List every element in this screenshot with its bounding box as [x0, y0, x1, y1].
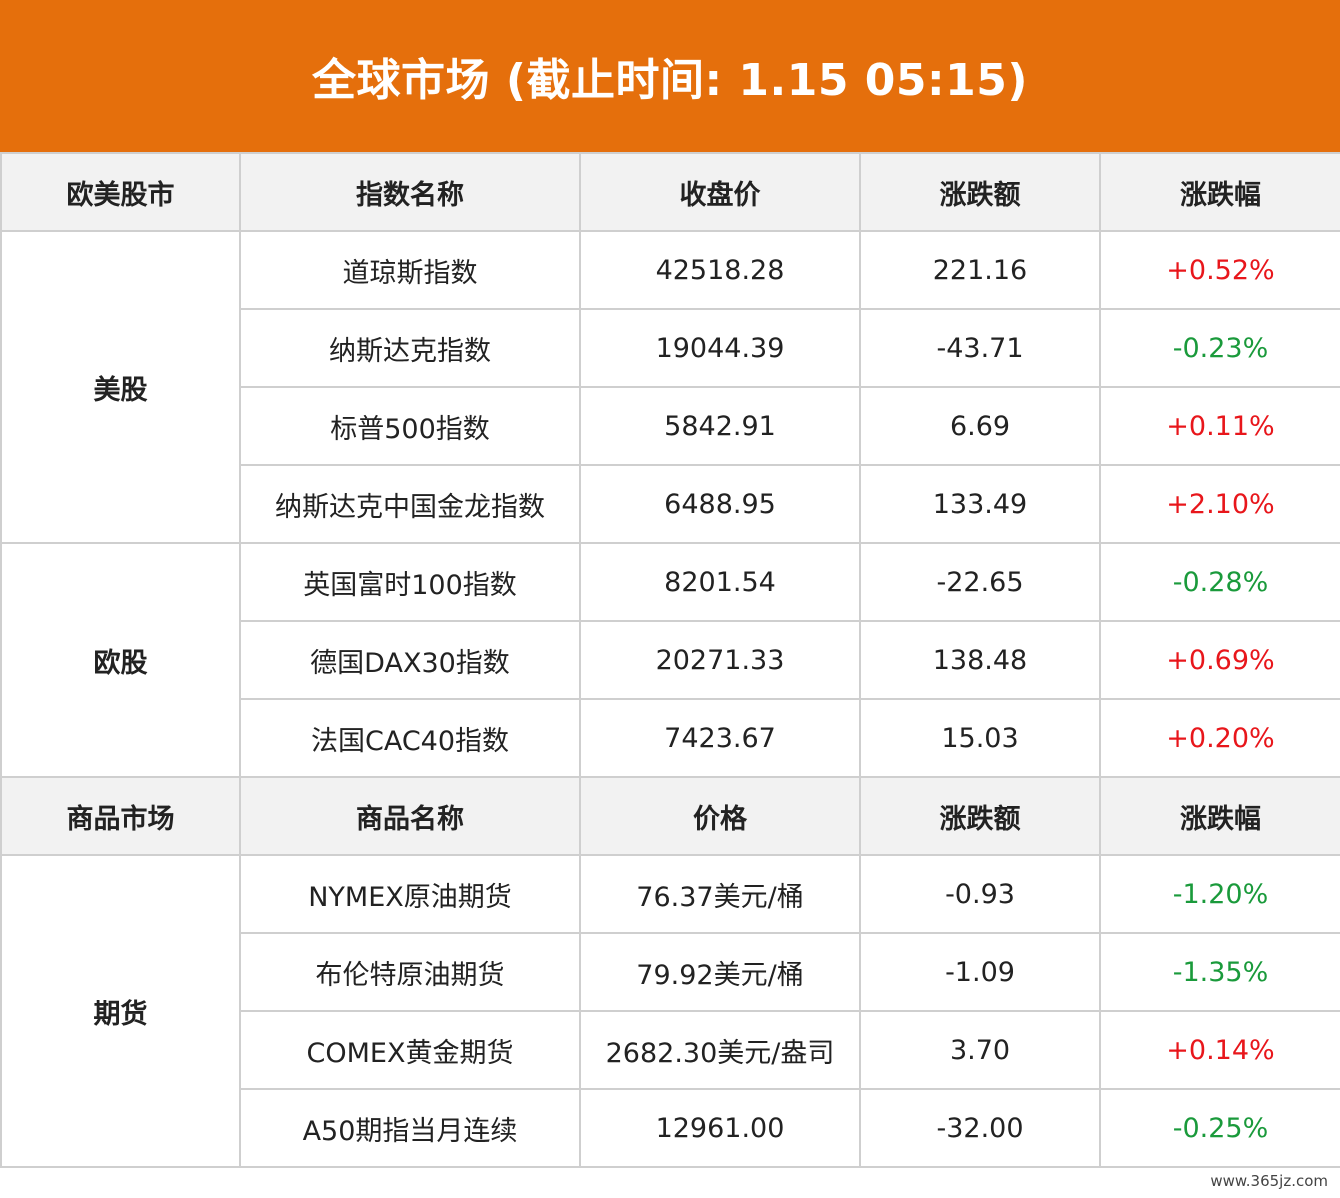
group-label: 欧股: [0, 542, 241, 778]
change-cell: -1.09: [859, 932, 1101, 1012]
percent-cell: -1.20%: [1099, 854, 1340, 934]
item-name-cell: 纳斯达克指数: [239, 308, 581, 388]
price-cell: 76.37美元/桶: [579, 854, 861, 934]
item-name-cell: 纳斯达克中国金龙指数: [239, 464, 581, 544]
percent-cell: -0.25%: [1099, 1088, 1340, 1168]
change-cell: -0.93: [859, 854, 1101, 934]
table-row: COMEX黄金期货 2682.30美元/盎司 3.70 +0.14%: [1, 1010, 1340, 1090]
column-header: 欧美股市: [0, 152, 241, 232]
table-row: 德国DAX30指数 20271.33 138.48 +0.69%: [1, 620, 1340, 700]
price-cell: 20271.33: [579, 620, 861, 700]
percent-cell: -1.35%: [1099, 932, 1340, 1012]
table-row: 期货 NYMEX原油期货 76.37美元/桶 -0.93 -1.20%: [0, 854, 1340, 1168]
price-cell: 8201.54: [579, 542, 861, 622]
commodity-header-row: 商品市场 商品名称 价格 涨跌额 涨跌幅: [0, 776, 1340, 856]
title-bar: 全球市场 (截止时间: 1.15 05:15): [0, 0, 1340, 152]
item-name-cell: NYMEX原油期货: [239, 854, 581, 934]
price-cell: 2682.30美元/盎司: [579, 1010, 861, 1090]
change-cell: -43.71: [859, 308, 1101, 388]
market-table: 欧美股市 指数名称 收盘价 涨跌额 涨跌幅 美股 道琼斯指数 42518.28 221.16 +0…: [0, 152, 1340, 1168]
column-header: 涨跌额: [859, 776, 1101, 856]
column-header: 指数名称: [239, 152, 581, 232]
watermark: www.365jz.com: [1210, 1172, 1328, 1190]
table-row: 标普500指数 5842.91 6.69 +0.11%: [1, 386, 1340, 466]
price-cell: 7423.67: [579, 698, 861, 778]
column-header: 商品市场: [0, 776, 241, 856]
percent-cell: +2.10%: [1099, 464, 1340, 544]
price-cell: 19044.39: [579, 308, 861, 388]
column-header: 商品名称: [239, 776, 581, 856]
percent-cell: +0.20%: [1099, 698, 1340, 778]
change-cell: 221.16: [859, 230, 1101, 310]
percent-cell: +0.11%: [1099, 386, 1340, 466]
item-name-cell: COMEX黄金期货: [239, 1010, 581, 1090]
item-name-cell: 法国CAC40指数: [239, 698, 581, 778]
group-label: 期货: [0, 854, 241, 1168]
price-cell: 79.92美元/桶: [579, 932, 861, 1012]
percent-cell: -0.23%: [1099, 308, 1340, 388]
table-row: A50期指当月连续 12961.00 -32.00 -0.25%: [1, 1088, 1340, 1168]
change-cell: 6.69: [859, 386, 1101, 466]
market-table-body: 欧美股市 指数名称 收盘价 涨跌额 涨跌幅 美股 道琼斯指数 42518.28 221.16 +0…: [0, 152, 1340, 1168]
column-header: 涨跌额: [859, 152, 1101, 232]
column-header: 价格: [579, 776, 861, 856]
percent-cell: +0.52%: [1099, 230, 1340, 310]
change-cell: 3.70: [859, 1010, 1101, 1090]
table-row: 布伦特原油期货 79.92美元/桶 -1.09 -1.35%: [1, 932, 1340, 1012]
item-name-cell: 德国DAX30指数: [239, 620, 581, 700]
item-name-cell: A50期指当月连续: [239, 1088, 581, 1168]
stock-header-row: 欧美股市 指数名称 收盘价 涨跌额 涨跌幅: [0, 152, 1340, 232]
table-row: 欧股 英国富时100指数 8201.54 -22.65 -0.28%: [0, 542, 1340, 778]
price-cell: 5842.91: [579, 386, 861, 466]
price-cell: 42518.28: [579, 230, 861, 310]
change-cell: -22.65: [859, 542, 1101, 622]
table-row: 纳斯达克中国金龙指数 6488.95 133.49 +2.10%: [1, 464, 1340, 544]
change-cell: 138.48: [859, 620, 1101, 700]
table-row: 法国CAC40指数 7423.67 15.03 +0.20%: [1, 698, 1340, 778]
percent-cell: -0.28%: [1099, 542, 1340, 622]
percent-cell: +0.14%: [1099, 1010, 1340, 1090]
item-name-cell: 道琼斯指数: [239, 230, 581, 310]
item-name-cell: 布伦特原油期货: [239, 932, 581, 1012]
group-label: 美股: [0, 230, 241, 544]
table-row: 纳斯达克指数 19044.39 -43.71 -0.23%: [1, 308, 1340, 388]
change-cell: 15.03: [859, 698, 1101, 778]
item-name-cell: 标普500指数: [239, 386, 581, 466]
percent-cell: +0.69%: [1099, 620, 1340, 700]
item-name-cell: 英国富时100指数: [239, 542, 581, 622]
price-cell: 12961.00: [579, 1088, 861, 1168]
change-cell: 133.49: [859, 464, 1101, 544]
column-header: 收盘价: [579, 152, 861, 232]
price-cell: 6488.95: [579, 464, 861, 544]
page-title: 全球市场 (截止时间: 1.15 05:15): [312, 55, 1028, 106]
table-row: 美股 道琼斯指数 42518.28 221.16 +0.52%: [0, 230, 1340, 544]
column-header: 涨跌幅: [1099, 152, 1340, 232]
column-header: 涨跌幅: [1099, 776, 1340, 856]
change-cell: -32.00: [859, 1088, 1101, 1168]
